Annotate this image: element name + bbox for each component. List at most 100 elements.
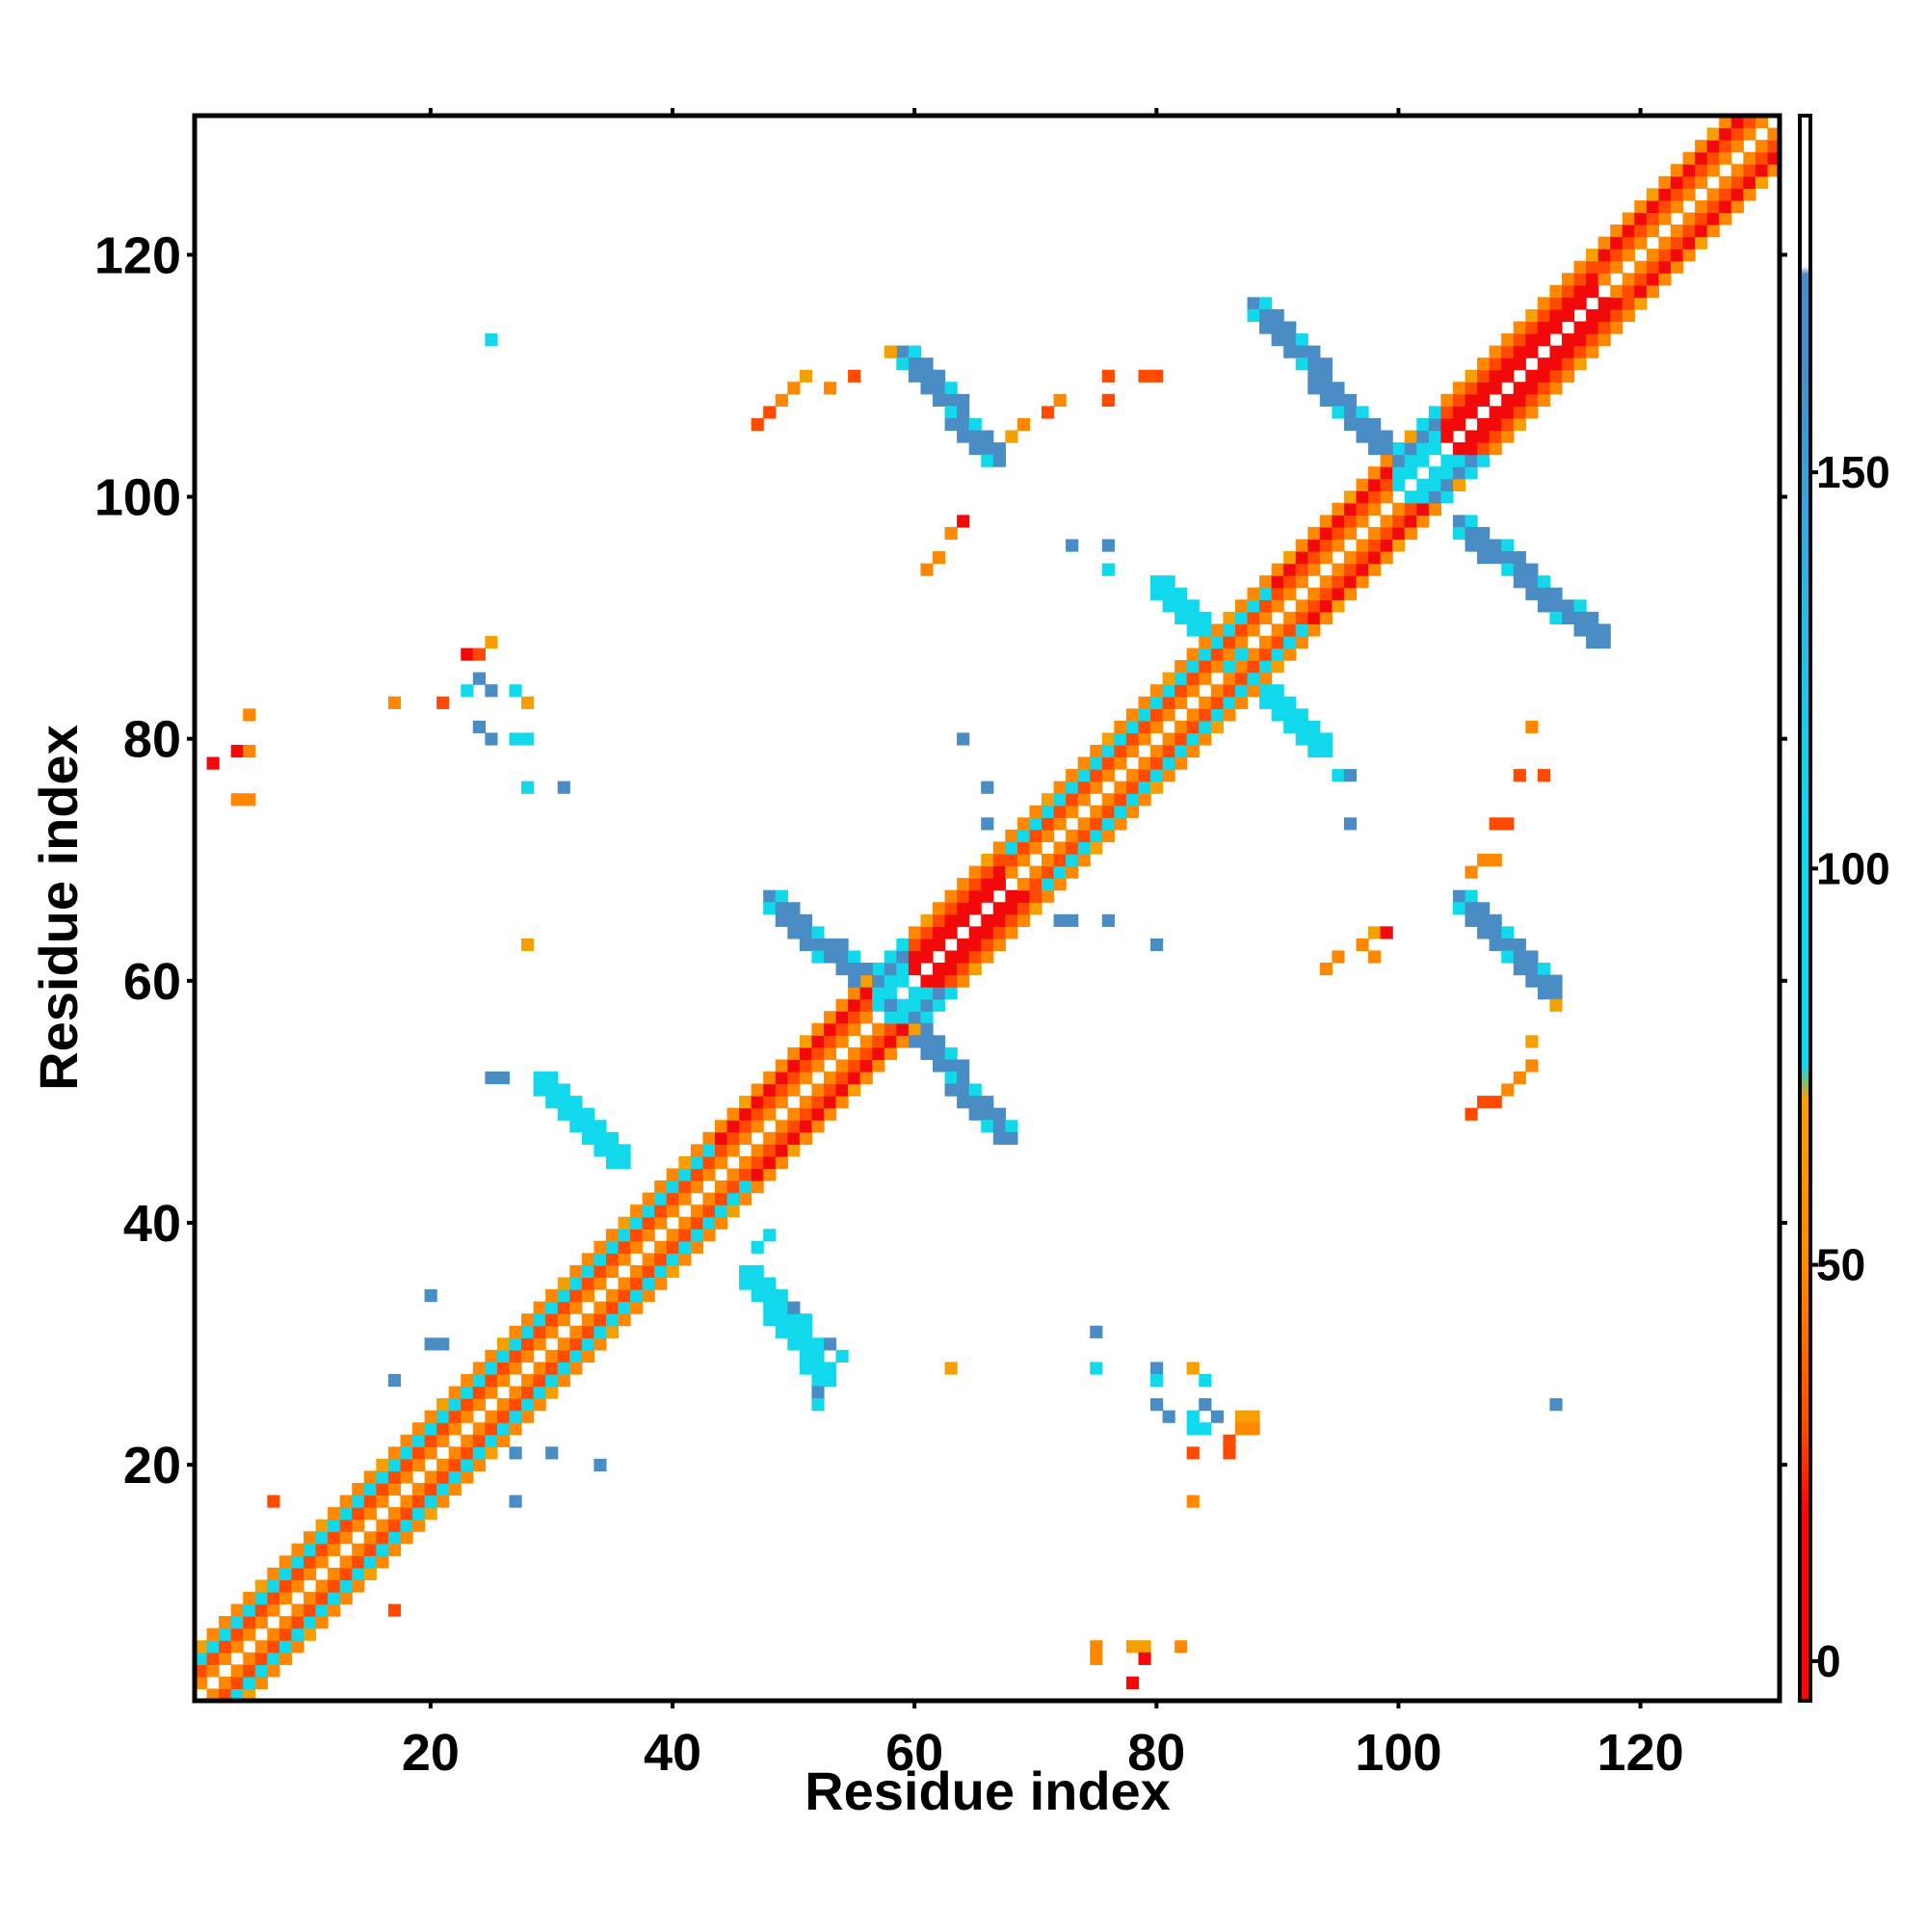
colorbar: 0 50 100 150 bbox=[1798, 114, 1890, 1703]
heatmap-cell bbox=[521, 1398, 535, 1412]
heatmap-cell bbox=[1380, 430, 1393, 443]
heatmap-cell bbox=[1295, 708, 1308, 722]
heatmap-cell bbox=[1283, 587, 1297, 600]
heatmap-cell bbox=[1695, 175, 1708, 189]
heatmap-cell bbox=[872, 1022, 885, 1036]
heatmap-cell bbox=[448, 1398, 462, 1412]
heatmap-cell bbox=[1755, 164, 1769, 177]
heatmap-cell bbox=[1332, 769, 1345, 782]
heatmap-cell bbox=[823, 1022, 837, 1036]
heatmap-cell bbox=[1586, 284, 1599, 298]
heatmap-cell bbox=[1695, 225, 1708, 238]
heatmap-cell bbox=[1223, 611, 1236, 625]
heatmap-cell bbox=[968, 417, 982, 432]
heatmap-cell bbox=[230, 1640, 244, 1654]
heatmap-cell bbox=[775, 1131, 788, 1145]
heatmap-cell bbox=[1465, 515, 1478, 528]
heatmap-cell bbox=[992, 442, 1006, 456]
heatmap-cell bbox=[1610, 236, 1623, 250]
heatmap-cell bbox=[315, 1555, 329, 1569]
heatmap-cell bbox=[957, 406, 970, 419]
heatmap-cell bbox=[823, 1337, 837, 1351]
heatmap-cell bbox=[690, 1144, 704, 1157]
heatmap-cell bbox=[1090, 817, 1103, 831]
heatmap-cell bbox=[545, 1313, 559, 1327]
heatmap-cell bbox=[1477, 551, 1491, 565]
heatmap-cell bbox=[1695, 199, 1708, 214]
heatmap-cell bbox=[521, 1337, 535, 1351]
heatmap-cell bbox=[811, 1349, 825, 1363]
heatmap-cell bbox=[884, 987, 897, 1000]
heatmap-cell bbox=[1343, 551, 1358, 565]
heatmap-cell bbox=[1501, 345, 1515, 358]
heatmap-cell bbox=[387, 1531, 402, 1545]
heatmap-cell bbox=[1332, 575, 1345, 589]
heatmap-cell bbox=[630, 1229, 644, 1242]
heatmap-cell bbox=[1368, 539, 1382, 552]
heatmap-cell bbox=[1610, 249, 1623, 262]
heatmap-cell bbox=[811, 1373, 825, 1388]
heatmap-cells bbox=[195, 116, 1781, 1702]
heatmap-cell bbox=[569, 1120, 583, 1133]
heatmap-cell bbox=[702, 1144, 716, 1157]
heatmap-cell bbox=[1695, 164, 1708, 177]
heatmap-cell bbox=[981, 430, 994, 443]
heatmap-cell bbox=[1186, 1362, 1200, 1375]
heatmap-cell bbox=[315, 1603, 329, 1617]
heatmap-cell bbox=[605, 1144, 620, 1157]
heatmap-cell bbox=[1307, 563, 1321, 576]
heatmap-cell bbox=[835, 1349, 849, 1363]
heatmap-cell bbox=[436, 1434, 450, 1447]
heatmap-cell bbox=[1549, 345, 1563, 358]
heatmap-cell bbox=[690, 1216, 704, 1230]
heatmap-cell bbox=[1537, 308, 1551, 323]
heatmap-cell bbox=[496, 1072, 511, 1085]
heatmap-cell bbox=[1489, 382, 1502, 395]
heatmap-cell bbox=[1634, 225, 1648, 238]
heatmap-cell bbox=[1319, 539, 1333, 552]
heatmap-cell bbox=[557, 1313, 570, 1327]
heatmap-cell bbox=[230, 793, 244, 807]
heatmap-cell bbox=[328, 1507, 341, 1521]
heatmap-cell bbox=[533, 1313, 546, 1327]
heatmap-cell bbox=[1658, 260, 1672, 274]
heatmap-cell bbox=[1210, 623, 1224, 637]
heatmap-cell bbox=[1259, 672, 1273, 685]
heatmap-cell bbox=[254, 1603, 268, 1617]
heatmap-cell bbox=[1586, 249, 1599, 262]
heatmap-cell bbox=[799, 938, 813, 952]
heatmap-cell bbox=[823, 938, 837, 952]
heatmap-cell bbox=[1271, 587, 1284, 600]
heatmap-cell bbox=[799, 913, 813, 927]
heatmap-cell bbox=[1005, 841, 1018, 855]
heatmap-cell bbox=[920, 563, 934, 576]
heatmap-cell bbox=[400, 1507, 413, 1521]
heatmap-cell bbox=[521, 1410, 535, 1423]
heatmap-cell bbox=[654, 1204, 668, 1218]
heatmap-cell bbox=[690, 1168, 704, 1181]
heatmap-cell bbox=[835, 1096, 849, 1109]
heatmap-cell bbox=[1271, 660, 1284, 674]
heatmap-cell bbox=[859, 998, 873, 1012]
heatmap-cell bbox=[1175, 660, 1188, 674]
heatmap-cell bbox=[1586, 260, 1599, 274]
heatmap-cell bbox=[569, 1362, 583, 1375]
heatmap-cell bbox=[376, 1519, 389, 1532]
heatmap-cell bbox=[848, 950, 861, 964]
heatmap-cell bbox=[968, 950, 982, 964]
heatmap-cell bbox=[605, 1253, 620, 1266]
heatmap-cell bbox=[400, 1519, 413, 1532]
heatmap-cell bbox=[992, 865, 1006, 879]
heatmap-cell bbox=[1416, 478, 1430, 491]
heatmap-cell bbox=[387, 1458, 402, 1472]
heatmap-cell bbox=[1489, 913, 1502, 927]
heatmap-cell bbox=[412, 1422, 426, 1436]
heatmap-cell bbox=[1501, 926, 1515, 940]
heatmap-cell bbox=[968, 889, 982, 903]
heatmap-cell bbox=[461, 648, 474, 661]
heatmap-cell bbox=[1114, 744, 1127, 758]
heatmap-cell bbox=[992, 1120, 1006, 1133]
heatmap-cell bbox=[1356, 575, 1369, 589]
heatmap-cell bbox=[424, 1495, 437, 1508]
heatmap-cell bbox=[1380, 478, 1393, 491]
